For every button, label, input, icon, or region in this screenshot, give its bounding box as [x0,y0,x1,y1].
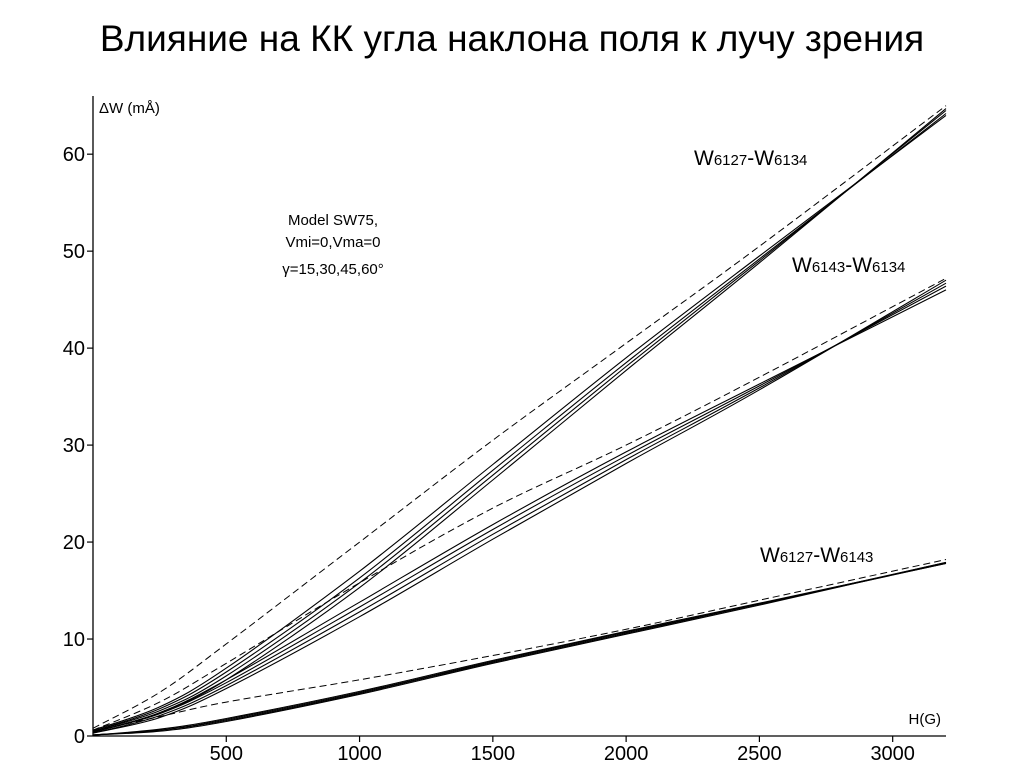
x-tick-label: 2000 [604,743,649,765]
series-line-solid [92,108,947,733]
annotation-line: Model SW75, [288,212,378,229]
series-line-dashed [92,559,947,732]
series-line-solid [92,113,947,732]
annotation-line: γ=15,30,45,60° [282,261,384,278]
x-tick-label: 1500 [471,743,516,765]
y-tick-label: 0 [74,726,85,748]
series-line-solid [92,285,947,733]
series-group-label: W6143-W6134 [792,254,905,277]
y-tick-label: 50 [63,241,85,263]
y-tick-label: 10 [63,629,85,651]
chart-labels: ΔW (mÅ) H(G) Model SW75, Vmi=0,Vma=0 γ=15,30… [99,100,941,728]
series-line-solid [92,282,947,734]
series-group-label: W6127-W6134 [694,147,807,170]
series-line-solid [92,562,947,736]
series-line-solid [92,110,947,732]
series-line-solid [92,562,947,736]
x-tick-label: 3000 [870,743,915,765]
series-line-solid [92,114,947,731]
y-tick-label: 40 [63,338,85,360]
y-tick-label: 20 [63,532,85,554]
series-line-solid [92,561,947,736]
series-line-dashed [92,277,947,731]
series-line-solid [92,289,947,733]
series-line-dashed [92,105,947,729]
chart-axes: 0 10 20 30 40 50 60 500 1000 1500 2000 2500 3000 [63,96,946,765]
y-tick-label: 60 [63,144,85,166]
y-axis-label: ΔW (mÅ) [99,100,160,117]
x-tick-label: 1000 [337,743,382,765]
y-tick-label: 30 [63,435,85,457]
series-line-solid [92,279,947,734]
x-tick-label: 500 [210,743,243,765]
series-line-solid [92,561,947,736]
series-group-label: W6127-W6143 [760,544,873,567]
x-axis-label: H(G) [909,711,942,728]
annotation-line: Vmi=0,Vma=0 [285,234,380,251]
slide-title: Влияние на КК угла наклона поля к лучу з… [99,18,925,59]
chart-series-lines [92,105,947,736]
x-tick-label: 2500 [737,743,782,765]
